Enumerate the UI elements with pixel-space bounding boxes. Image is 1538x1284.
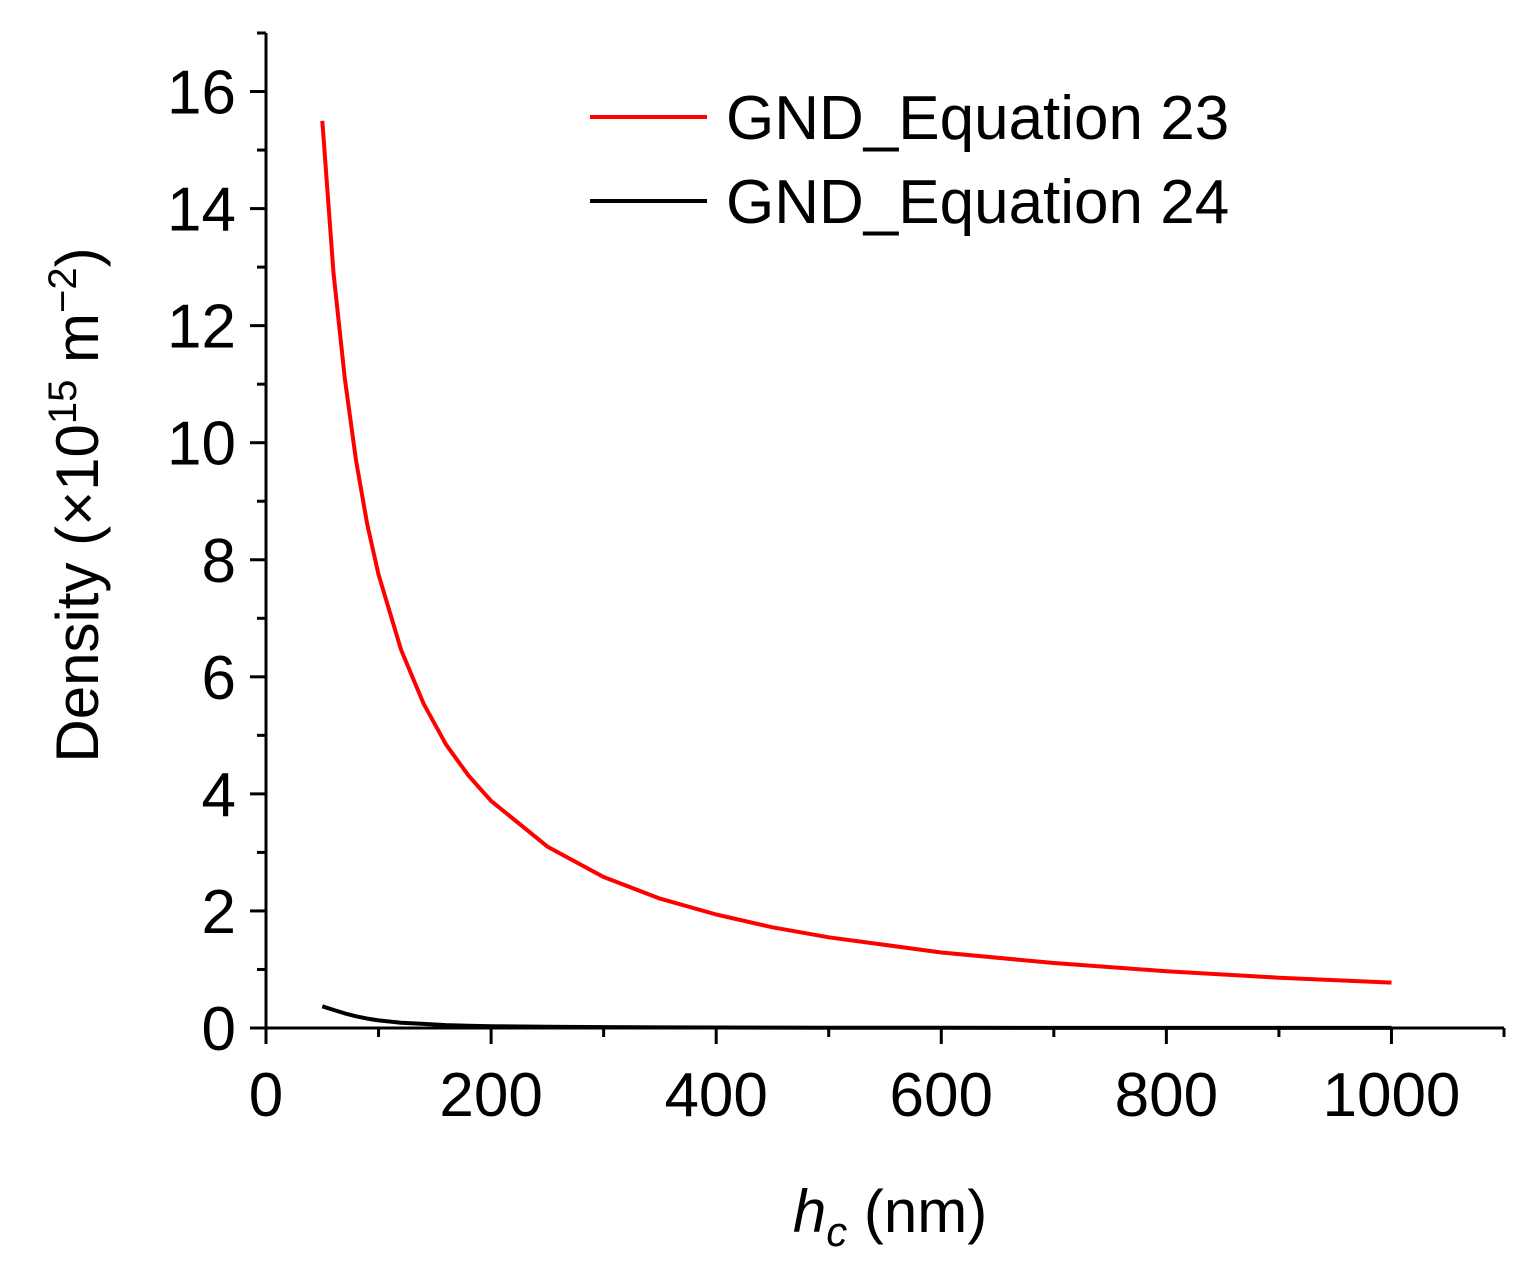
legend-label-1: GND_Equation 23	[726, 84, 1229, 153]
x-axis-title-unit: (nm)	[847, 1178, 987, 1245]
series-layer	[320, 120, 1392, 1030]
y-tick-label: 4	[202, 761, 236, 830]
y-tick-label: 2	[202, 878, 236, 947]
x-axis-title: hc (nm)	[793, 1178, 987, 1255]
y-axis-title-exp2: −2	[41, 267, 85, 313]
y-tick-label: 16	[167, 59, 236, 128]
y-tick-label: 0	[202, 995, 236, 1064]
series-line-2	[321, 1004, 1392, 1030]
x-tick-label: 200	[439, 1061, 542, 1130]
y-axis-title-mid: m	[44, 313, 111, 380]
axes: 0 200 400 600 800 1000 0 2 4 6 8 10 12 14 16	[167, 31, 1506, 1130]
x-tick-label: 800	[1115, 1061, 1218, 1130]
y-axis-title: Density (×1015 m−2)	[41, 247, 111, 762]
y-tick-label: 14	[167, 176, 236, 245]
y-tick-label: 10	[167, 410, 236, 479]
y-axis-title-exp1: 15	[41, 380, 85, 425]
legend: GND_Equation 23 GND_Equation 24	[590, 84, 1229, 237]
y-tick-label: 6	[202, 644, 236, 713]
x-tick-label: 1000	[1322, 1061, 1460, 1130]
x-axis-title-sub: c	[826, 1208, 847, 1255]
y-tick-label: 8	[202, 527, 236, 596]
x-tick-label: 0	[249, 1061, 283, 1130]
series-line-1	[320, 120, 1392, 985]
x-tick-label: 400	[664, 1061, 767, 1130]
y-tick-label: 12	[167, 293, 236, 362]
x-tick-label: 600	[890, 1061, 993, 1130]
x-axis-title-main: h	[793, 1178, 826, 1245]
y-axis-title-pre: Density (×10	[44, 424, 111, 763]
legend-label-2: GND_Equation 24	[726, 168, 1229, 237]
y-axis-title-post: )	[44, 247, 111, 267]
